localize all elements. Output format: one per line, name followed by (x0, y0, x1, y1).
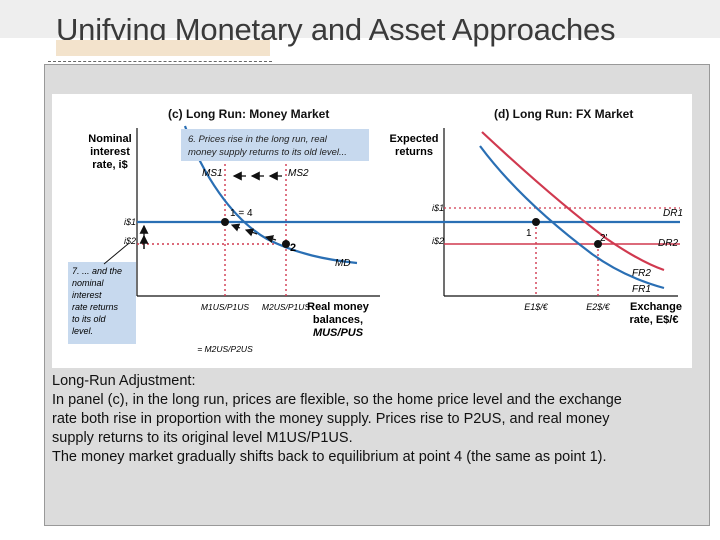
fr1-curve (479, 145, 665, 290)
panel-c-y-axis-label: Nominal interest rate, i$ (88, 133, 131, 171)
svg-text:Exchange: Exchange (630, 301, 682, 313)
svg-text:Expected: Expected (390, 133, 439, 145)
callout-7-line2: nominal (72, 278, 105, 288)
point-2-c (282, 240, 290, 248)
x-tick-e2: E2$/€ (586, 302, 611, 312)
point-1-4-label: 1 = 4 (230, 208, 253, 219)
figure-svg: (c) Long Run: Money Market Nominal inter… (68, 107, 683, 354)
point-1-4 (221, 218, 229, 226)
ms1-label: MS1 (202, 168, 223, 179)
ms2-label: MS2 (288, 168, 309, 179)
md-curve (183, 125, 358, 265)
dr2-label: DR2 (658, 238, 678, 249)
callout-7-line5: to its old (72, 314, 107, 324)
panel-d-heading: (d) Long Run: FX Market (494, 107, 633, 121)
callout-7-line3: interest (72, 290, 102, 300)
caption-line-3: supply returns to its original level M1U… (52, 430, 353, 446)
callout-7-line1: 7. ... and the (72, 266, 122, 276)
title-highlight (56, 40, 270, 56)
caption: Long-Run Adjustment: In panel (c), in th… (52, 372, 702, 467)
panel-d-x-axis-label: Exchange rate, E$/€ (630, 301, 682, 326)
callout-6-line1: 6. Prices rise in the long run, real (188, 134, 328, 145)
x-tick-m2p1: M2US/P1US (262, 302, 311, 312)
panel-c-x-axis-label: Real money balances, MUS/PUS (307, 301, 370, 339)
top-band (0, 0, 720, 38)
md-label: MD (335, 258, 351, 269)
x-tick-m1p1: M1US/P1US (201, 302, 250, 312)
caption-heading: Long-Run Adjustment: (52, 373, 196, 389)
arrow-md-2 (244, 228, 258, 237)
caption-line-4: The money market gradually shifts back t… (52, 449, 607, 465)
caption-line-2: rate both rise in proportion with the mo… (52, 411, 610, 427)
point-2-d (594, 240, 602, 248)
arrow-md-1 (264, 235, 277, 244)
fr1-label: FR1 (632, 284, 651, 295)
callout-7-pointer (103, 243, 129, 265)
svg-text:rate, i$: rate, i$ (92, 159, 127, 171)
x-tick-m2p2: = M2US/P2US (197, 344, 253, 354)
y-tick-i2-c: i$2 (124, 236, 136, 246)
panel-c-heading: (c) Long Run: Money Market (168, 107, 329, 121)
arrow-md-3 (230, 223, 241, 232)
point-2-c-label: 2 (290, 242, 296, 254)
svg-text:Nominal: Nominal (88, 133, 131, 145)
svg-text:balances,: balances, (313, 314, 363, 326)
point-2-d-label: 2' (600, 233, 608, 244)
figure: (c) Long Run: Money Market Nominal inter… (52, 94, 692, 368)
svg-text:returns: returns (395, 146, 433, 158)
panel-d-y-axis-label: Expected returns (390, 133, 439, 158)
callout-7-line4: rate returns (72, 302, 119, 312)
y-tick-i1-c: i$1 (124, 217, 136, 227)
fr2-curve (481, 131, 665, 272)
title-dashed-rule (48, 61, 272, 62)
callout-6-box (181, 129, 369, 161)
point-1-d-label: 1 (526, 228, 532, 239)
svg-text:MUS/PUS: MUS/PUS (313, 327, 364, 339)
dr1-label: DR1 (663, 208, 683, 219)
callout-7-box (68, 262, 136, 344)
y-tick-i2-d: i$2 (432, 236, 444, 246)
svg-text:interest: interest (90, 146, 130, 158)
callout-6-line2: money supply returns to its old level... (188, 147, 347, 158)
caption-line-1: In panel (c), in the long run, prices ar… (52, 392, 622, 408)
svg-text:rate, E$/€: rate, E$/€ (630, 314, 679, 326)
callout-7-line6: level. (72, 326, 93, 336)
x-tick-e1: E1$/€ (524, 302, 549, 312)
point-1-d (532, 218, 540, 226)
svg-text:Real money: Real money (307, 301, 370, 313)
fr2-label: FR2 (632, 268, 651, 279)
y-tick-i1-d: i$1 (432, 203, 444, 213)
